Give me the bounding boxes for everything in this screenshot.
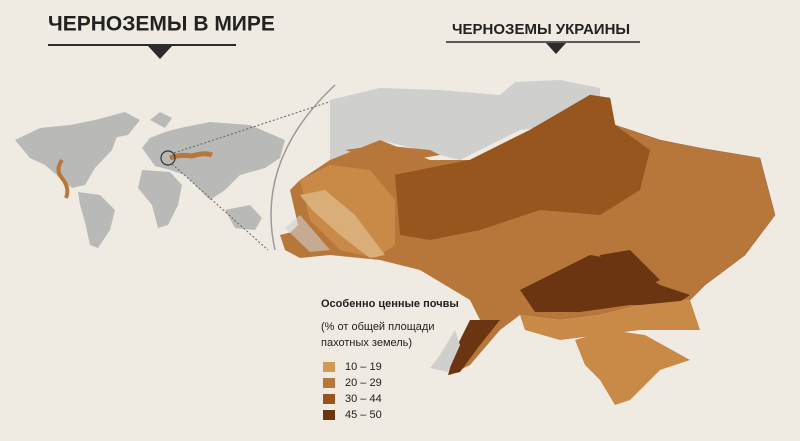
world-map xyxy=(15,112,285,248)
zoom-line xyxy=(173,99,336,154)
legend-swatch xyxy=(323,394,335,404)
ukraine-map xyxy=(280,80,776,405)
world-title: ЧЕРНОЗЕМЫ В МИРЕ xyxy=(48,13,275,36)
zoom-line xyxy=(171,163,269,251)
legend-subtitle: (% от общей площади xyxy=(321,321,434,333)
legend-label: 30 – 44 xyxy=(345,393,382,405)
focus-circle xyxy=(160,150,176,166)
world-chernozem-eurasia xyxy=(169,151,213,161)
legend-subtitle: пахотных земель) xyxy=(321,337,412,349)
legend-swatch xyxy=(323,410,335,420)
legend-label: 10 – 19 xyxy=(345,361,382,373)
world-chernozem-america xyxy=(56,158,70,199)
title-pointer xyxy=(546,43,566,54)
legend-swatch xyxy=(323,362,335,372)
legend-title: Особенно ценные почвы xyxy=(321,298,459,310)
legend-swatch xyxy=(323,378,335,388)
legend-label: 20 – 29 xyxy=(345,377,382,389)
title-pointer xyxy=(148,46,172,59)
legend: Особенно ценные почвы (% от общей площад… xyxy=(321,298,459,421)
zoom-arc xyxy=(270,84,336,251)
ukraine-title: ЧЕРНОЗЕМЫ УКРАИНЫ xyxy=(452,21,630,38)
legend-label: 45 – 50 xyxy=(345,409,382,421)
